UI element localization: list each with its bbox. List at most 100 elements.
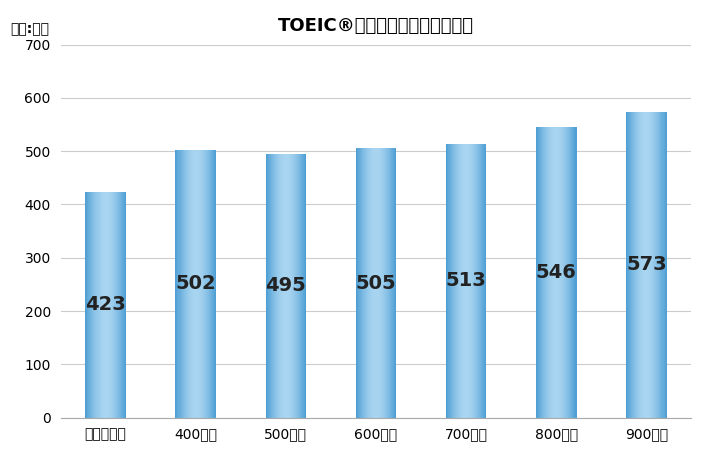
Bar [387,148,388,418]
Bar [540,126,541,418]
Bar [463,144,464,418]
Bar [366,148,367,418]
Bar [479,144,480,418]
Bar [458,144,459,418]
Bar [96,192,98,418]
Bar [382,148,383,418]
Bar [208,150,209,418]
Bar [287,154,288,418]
Text: 513: 513 [445,272,486,290]
Bar [641,112,642,418]
Text: 単位:万円: 単位:万円 [10,22,49,36]
Bar [631,112,632,418]
Bar [364,148,365,418]
Bar [652,112,653,418]
Bar [193,150,194,418]
Bar [304,154,305,418]
Bar [656,112,658,418]
Bar [472,144,473,418]
Bar [362,148,363,418]
Bar [484,144,486,418]
Bar [389,148,390,418]
Bar [393,148,394,418]
Text: 573: 573 [626,256,667,274]
Bar [206,150,207,418]
Bar [640,112,641,418]
Bar [465,144,466,418]
Bar [367,148,368,418]
Bar [281,154,282,418]
Bar [212,150,213,418]
Bar [296,154,297,418]
Bar [362,148,364,418]
Bar [555,126,556,418]
Bar [562,126,564,418]
Bar [627,112,628,418]
Bar [357,148,358,418]
Bar [87,192,88,418]
Bar [469,144,470,418]
Bar [464,144,465,418]
Bar [268,154,269,418]
Text: 505: 505 [355,273,396,293]
Bar [118,192,119,418]
Bar [571,126,573,418]
Bar [279,154,280,418]
Bar [383,148,384,418]
Bar [538,126,539,418]
Bar [635,112,636,418]
Bar [390,148,392,418]
Bar [542,126,543,418]
Bar [628,112,629,418]
Bar [369,148,370,418]
Bar [475,144,476,418]
Bar [211,150,212,418]
Bar [282,154,283,418]
Bar [572,126,573,418]
Bar [546,126,547,418]
Bar [181,150,182,418]
Bar [297,154,298,418]
Bar [457,144,458,418]
Bar [446,144,447,418]
Bar [181,150,183,418]
Bar [278,154,279,418]
Bar [202,150,203,418]
Text: 495: 495 [266,276,307,295]
Bar [450,144,451,418]
Bar [300,154,301,418]
Bar [100,192,101,418]
Bar [459,144,460,418]
Bar [209,150,210,418]
Bar [368,148,369,418]
Bar [360,148,361,418]
Bar [629,112,630,418]
Bar [267,154,268,418]
Bar [105,192,107,418]
Bar [207,150,208,418]
Bar [541,126,542,418]
Bar [661,112,663,418]
Bar [205,150,206,418]
Bar [639,112,640,418]
Bar [358,148,359,418]
Bar [365,148,366,418]
Bar [98,192,100,418]
Bar [449,144,450,418]
Bar [637,112,638,418]
Bar [644,112,646,418]
Bar [547,126,548,418]
Bar [642,112,644,418]
Bar [201,150,202,418]
Bar [272,154,273,418]
Bar [567,126,569,418]
Bar [114,192,115,418]
Bar [194,150,195,418]
Bar [453,144,454,418]
Bar [275,154,277,418]
Bar [394,148,395,418]
Bar [359,148,360,418]
Bar [288,154,289,418]
Bar [557,126,559,418]
Bar [665,112,666,418]
